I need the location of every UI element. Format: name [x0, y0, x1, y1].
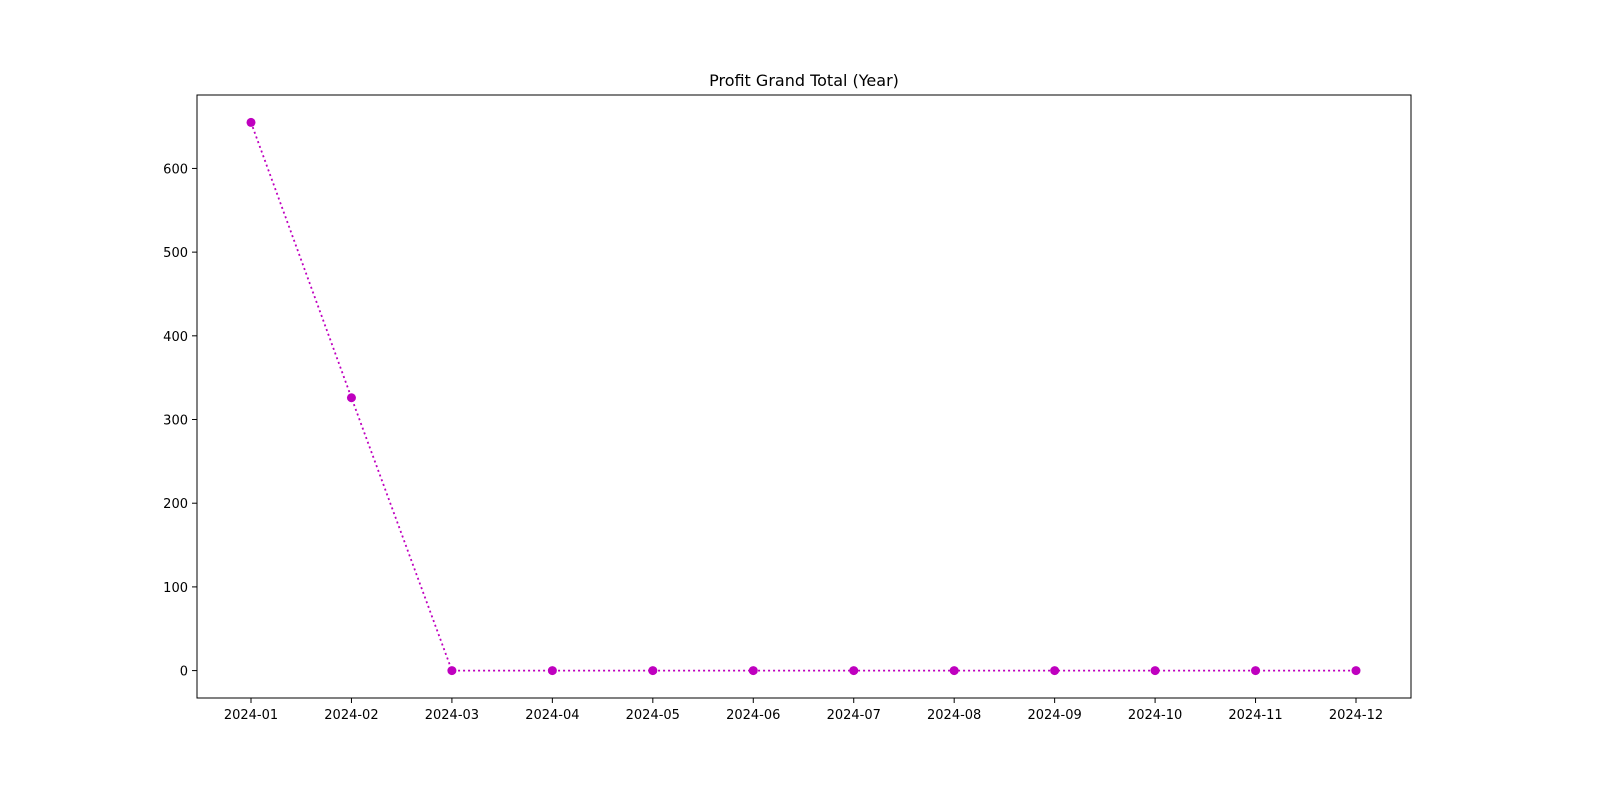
y-tick-label: 300	[163, 414, 188, 429]
x-tick-label: 2024-08	[927, 708, 981, 723]
data-point	[748, 666, 758, 676]
x-tick-label: 2024-01	[224, 708, 278, 723]
data-point	[1150, 666, 1160, 676]
x-axis: 2024-01 2024-02 2024-03 2024-04 2024-05 2024-…	[224, 698, 1383, 723]
x-tick-label: 2024-12	[1329, 708, 1383, 723]
chart-title: Profit Grand Total (Year)	[709, 71, 899, 90]
y-tick-label: 500	[163, 246, 188, 261]
series-line	[250, 122, 1356, 672]
x-tick-label: 2024-03	[425, 708, 479, 723]
y-tick-label: 600	[163, 162, 188, 177]
series-layer	[246, 117, 1361, 676]
x-tick-label: 2024-07	[827, 708, 881, 723]
data-point	[1050, 666, 1060, 676]
y-tick-label: 400	[163, 330, 188, 345]
x-tick-label: 2024-06	[726, 708, 780, 723]
y-tick-label: 200	[163, 497, 188, 512]
x-tick-label: 2024-09	[1027, 708, 1081, 723]
data-point	[447, 666, 457, 676]
data-point	[1351, 666, 1361, 676]
data-point	[346, 393, 356, 403]
data-point	[1251, 666, 1261, 676]
data-point	[648, 666, 658, 676]
x-tick-label: 2024-11	[1228, 708, 1282, 723]
x-tick-label: 2024-02	[324, 708, 378, 723]
x-tick-label: 2024-04	[525, 708, 579, 723]
y-axis: 0 100 200 300 400 500 600	[163, 162, 197, 680]
data-point	[246, 117, 256, 127]
y-tick-label: 100	[163, 581, 188, 596]
data-point	[547, 666, 557, 676]
y-tick-label: 0	[180, 665, 188, 680]
x-tick-label: 2024-10	[1128, 708, 1182, 723]
data-point	[849, 666, 859, 676]
x-tick-label: 2024-05	[626, 708, 680, 723]
plot-frame	[196, 94, 1412, 699]
data-point	[949, 666, 959, 676]
